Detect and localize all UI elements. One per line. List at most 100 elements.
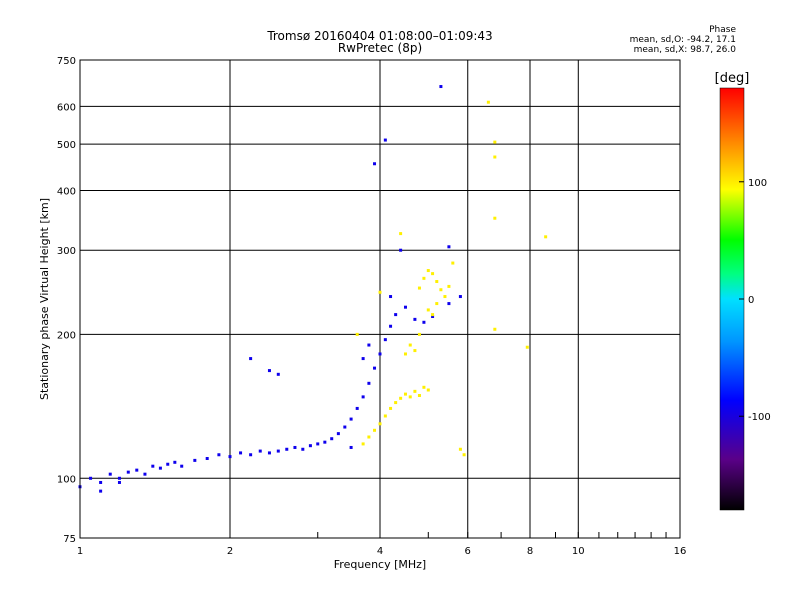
x-tick-label: 2 — [227, 546, 233, 557]
y-tick-label: 75 — [63, 534, 76, 545]
echo-point-x — [447, 284, 451, 288]
echo-point-o — [228, 455, 232, 459]
echo-point-x — [394, 401, 398, 405]
echo-point-x — [431, 272, 435, 276]
echo-point-x — [443, 295, 447, 299]
echo-point-o — [276, 372, 280, 376]
echo-point-x — [426, 388, 430, 392]
echo-point-x — [408, 395, 412, 399]
echo-point-o — [349, 417, 353, 421]
echo-point-o — [158, 466, 162, 470]
x-axis-label: Frequency [MHz] — [334, 558, 426, 571]
echo-point-o — [135, 468, 139, 472]
echo-point-x — [413, 389, 417, 393]
colorbar-tick-label: -100 — [748, 412, 771, 423]
x-tick-label: 10 — [572, 546, 585, 557]
echo-point-o — [389, 295, 393, 299]
echo-point-o — [99, 480, 103, 484]
echo-point-o — [205, 456, 209, 460]
echo-point-o — [217, 453, 221, 457]
echo-point-x — [408, 343, 412, 347]
echo-point-x — [426, 308, 430, 312]
echo-point-x — [403, 392, 407, 396]
echo-point-o — [108, 472, 112, 476]
echo-point-o — [249, 357, 253, 361]
echo-point-x — [373, 428, 377, 432]
echo-point-o — [361, 395, 365, 399]
echo-point-o — [285, 447, 289, 451]
echo-point-o — [180, 464, 184, 468]
echo-point-x — [439, 288, 443, 292]
echo-point-o — [394, 313, 398, 317]
y-tick-label: 750 — [57, 56, 76, 67]
x-tick-label: 4 — [377, 546, 383, 557]
echo-point-o — [367, 381, 371, 385]
x-tick-label: 6 — [465, 546, 471, 557]
echo-point-o — [267, 369, 271, 373]
echo-point-o — [378, 352, 382, 356]
echo-point-o — [447, 245, 451, 249]
echo-point-o — [89, 476, 93, 480]
colorbar-tick-label: 0 — [748, 295, 754, 306]
echo-point-o — [389, 324, 393, 328]
phase-stats-o-mode: mean, sd,O: -94.2, 17.1 — [629, 35, 736, 45]
x-tick-label: 16 — [674, 546, 687, 557]
echo-point-o — [336, 432, 340, 436]
echo-point-x — [431, 313, 435, 317]
echo-point-o — [293, 445, 297, 449]
echo-point-o — [117, 480, 121, 484]
echo-point-x — [403, 352, 407, 356]
echo-point-o — [249, 453, 253, 457]
y-tick-label: 400 — [57, 186, 76, 197]
echo-point-o — [143, 472, 147, 476]
echo-point-o — [422, 320, 426, 324]
echo-point-x — [383, 414, 387, 418]
echo-point-x — [417, 286, 421, 290]
y-tick-label: 600 — [57, 102, 76, 113]
echo-point-x — [355, 332, 359, 336]
phase-stats-x-mode: mean, sd,X: 98.7, 26.0 — [633, 45, 736, 55]
echo-point-o — [399, 248, 403, 252]
echo-point-o — [308, 444, 312, 448]
echo-point-o — [343, 425, 347, 429]
echo-point-o — [373, 162, 377, 166]
echo-point-x — [435, 280, 439, 284]
echo-point-o — [403, 305, 407, 309]
echo-point-o — [367, 343, 371, 347]
echo-point-o — [373, 366, 377, 370]
echo-point-x — [413, 349, 417, 353]
echo-point-o — [458, 295, 462, 299]
echo-point-x — [417, 332, 421, 336]
x-tick-label: 1 — [77, 546, 83, 557]
echo-point-o — [413, 317, 417, 321]
echo-point-x — [422, 385, 426, 389]
echo-point-x — [493, 216, 497, 220]
echo-point-o — [166, 462, 170, 466]
echo-point-x — [493, 140, 497, 144]
echo-point-o — [383, 138, 387, 142]
echo-point-o — [276, 449, 280, 453]
echo-point-o — [239, 451, 243, 455]
echo-point-x — [422, 276, 426, 280]
y-tick-label: 100 — [57, 474, 76, 485]
echo-point-x — [486, 100, 490, 104]
echo-point-o — [173, 460, 177, 464]
echo-point-o — [151, 464, 155, 468]
echo-point-x — [417, 393, 421, 397]
echo-point-o — [99, 489, 103, 493]
echo-point-o — [301, 447, 305, 451]
echo-point-o — [383, 338, 387, 342]
echo-point-o — [267, 451, 271, 455]
chart-subtitle: RwPretec (8p) — [337, 41, 423, 55]
y-tick-label: 200 — [57, 330, 76, 341]
echo-point-x — [462, 453, 466, 457]
echo-point-o — [447, 302, 451, 306]
echo-point-x — [544, 235, 548, 239]
x-tick-label: 8 — [527, 546, 533, 557]
echo-point-x — [426, 269, 430, 273]
echo-point-o — [355, 406, 359, 410]
echo-point-x — [493, 155, 497, 159]
echo-point-o — [431, 314, 435, 318]
echo-point-x — [367, 435, 371, 439]
echo-point-x — [399, 232, 403, 236]
